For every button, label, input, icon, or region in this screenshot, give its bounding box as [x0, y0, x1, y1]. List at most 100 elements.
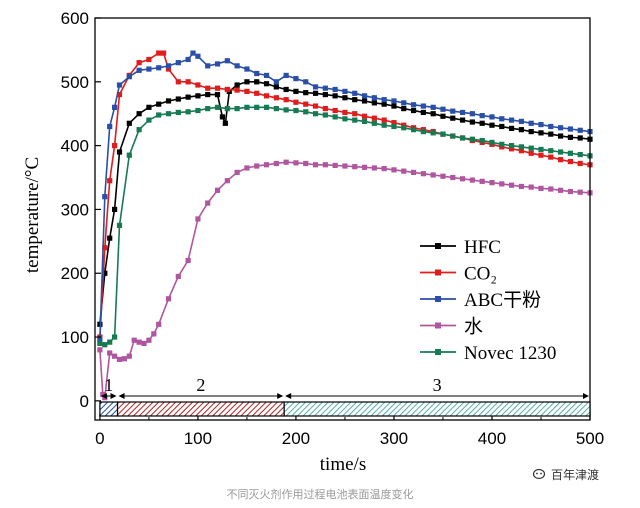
- stage-label: 3: [433, 375, 442, 395]
- series-marker: [361, 93, 368, 99]
- series-marker: [322, 106, 328, 112]
- series-marker: [273, 79, 279, 85]
- stage-bar: [283, 401, 591, 417]
- series-marker: [479, 137, 485, 144]
- y-tick-label: 100: [61, 328, 89, 347]
- series-marker: [391, 120, 397, 126]
- series-marker: [342, 88, 348, 94]
- series-marker: [303, 109, 309, 115]
- series-marker: [126, 74, 132, 80]
- series-marker: [254, 163, 260, 169]
- series-marker: [361, 98, 368, 104]
- series-marker: [577, 189, 583, 195]
- series-marker: [283, 72, 289, 79]
- series-marker: [195, 216, 201, 222]
- series-marker: [430, 130, 436, 136]
- series-marker: [175, 96, 181, 102]
- series-marker: [136, 67, 142, 73]
- series-marker: [548, 154, 554, 160]
- series-marker: [332, 93, 338, 99]
- series-marker: [141, 340, 147, 347]
- series-marker: [469, 119, 475, 125]
- series-marker: [303, 90, 309, 96]
- series-marker: [263, 104, 270, 110]
- watermark-text: 百年津渡: [551, 468, 600, 482]
- series-marker: [116, 149, 123, 155]
- series-marker: [185, 56, 191, 63]
- series-marker: [322, 112, 328, 118]
- series-marker: [499, 116, 505, 122]
- y-tick-label: 400: [61, 137, 89, 156]
- series-marker: [469, 177, 475, 183]
- series-marker: [440, 131, 446, 137]
- series-marker: [440, 113, 446, 119]
- series-marker: [254, 104, 260, 110]
- series-marker: [410, 169, 417, 176]
- series-marker: [557, 125, 564, 131]
- legend-label: 水: [464, 316, 483, 338]
- series-marker: [126, 353, 132, 359]
- series-marker: [401, 106, 407, 112]
- series-marker: [195, 107, 201, 114]
- series-marker: [528, 150, 534, 156]
- x-tick-label: 200: [282, 429, 310, 448]
- series-marker: [121, 356, 128, 362]
- series-marker: [577, 160, 583, 167]
- series-marker: [548, 186, 554, 192]
- series-marker: [479, 178, 485, 184]
- watermark: 百年津渡: [532, 466, 600, 483]
- series-marker: [224, 106, 230, 112]
- series-marker: [401, 168, 407, 174]
- series-marker: [219, 114, 226, 120]
- series-marker: [205, 91, 211, 98]
- series-marker: [165, 111, 172, 117]
- series-marker: [450, 115, 456, 121]
- series-marker: [567, 150, 573, 156]
- series-marker: [518, 118, 524, 124]
- series-marker: [391, 123, 397, 130]
- series-marker: [234, 63, 240, 69]
- series-marker: [175, 60, 181, 66]
- series-marker: [420, 109, 426, 116]
- series-marker: [518, 127, 524, 133]
- legend-swatch-marker: [435, 322, 441, 329]
- legend-label: HFC: [464, 237, 501, 258]
- series-marker: [479, 120, 485, 126]
- series-marker: [312, 84, 319, 90]
- series-marker: [371, 100, 377, 106]
- series-marker: [518, 144, 524, 150]
- series-marker: [97, 337, 103, 343]
- series-marker: [518, 148, 524, 154]
- series-marker: [332, 162, 338, 168]
- series-marker: [391, 98, 397, 104]
- stage-arrow-head: [277, 393, 284, 399]
- series-marker: [567, 134, 573, 140]
- series-marker: [244, 104, 250, 110]
- series-marker: [273, 106, 279, 112]
- series-marker: [214, 104, 221, 110]
- series-marker: [469, 111, 475, 117]
- series-marker: [371, 115, 377, 121]
- series-marker: [97, 347, 103, 353]
- series-marker: [185, 257, 191, 264]
- series-marker: [381, 122, 387, 128]
- series-marker: [548, 123, 554, 130]
- series-marker: [263, 81, 270, 87]
- series-marker: [293, 88, 299, 94]
- series-marker: [283, 159, 289, 165]
- series-marker: [244, 66, 250, 72]
- series-marker: [450, 133, 456, 139]
- series-marker: [303, 160, 309, 167]
- series-marker: [244, 88, 250, 94]
- series-marker: [548, 131, 554, 137]
- series-marker: [234, 87, 240, 93]
- legend-swatch-marker: [435, 243, 441, 249]
- series-marker: [156, 65, 162, 71]
- series-marker: [577, 135, 583, 141]
- series-marker: [175, 273, 181, 280]
- wechat-icon: [532, 468, 547, 481]
- series-marker: [112, 334, 118, 340]
- series-marker: [352, 111, 358, 117]
- series-marker: [283, 86, 289, 93]
